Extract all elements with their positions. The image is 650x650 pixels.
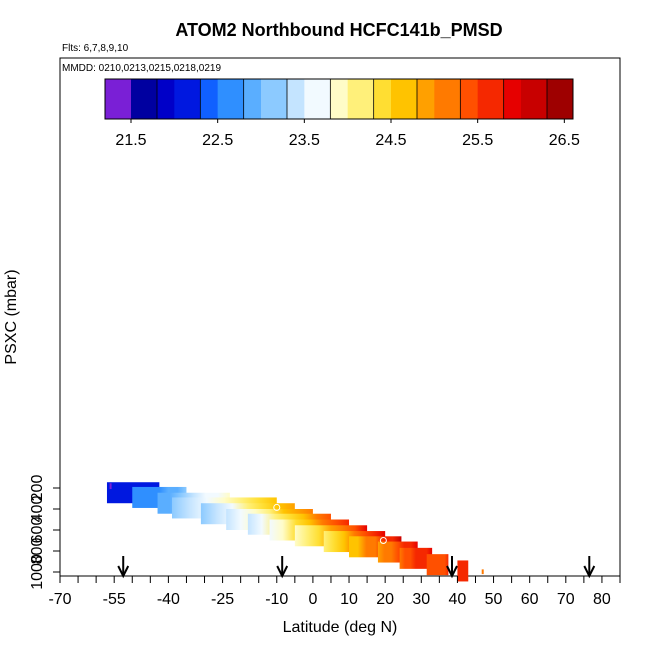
colorbar-swatch (105, 79, 132, 119)
y-tick-label: 400 (29, 496, 46, 523)
arrow-head (117, 565, 130, 579)
colorbar-swatch (243, 79, 262, 119)
data-circle-marker (94, 486, 102, 494)
colorbar-swatch (347, 79, 375, 119)
colorbar-swatch (521, 79, 548, 119)
colorbar-swatch (434, 79, 461, 119)
data-strip (457, 560, 469, 582)
colorbar-swatch (131, 79, 158, 119)
colorbar-border (104, 78, 574, 120)
x-tick-label: -10 (265, 591, 288, 608)
y-axis-label: PSXC (mbar) (3, 269, 20, 364)
x-tick-label: 50 (485, 591, 503, 608)
y-tick-label: 1000 (29, 554, 46, 590)
data-circle-marker (379, 537, 387, 544)
colorbar-swatch (330, 79, 349, 119)
x-tick-label: 20 (376, 591, 394, 608)
colorbar-swatch (200, 79, 219, 119)
colorbar-tick-label: 24.5 (375, 132, 406, 149)
x-tick-label: 0 (308, 591, 317, 608)
y-tick-label: 600 (29, 517, 46, 544)
data-circle-marker (273, 503, 281, 511)
x-tick-label: -40 (157, 591, 180, 608)
x-tick-label: -25 (211, 591, 234, 608)
x-axis-label: Latitude (deg N) (283, 619, 398, 636)
axes: -70 -55 -40 -25 -10 0 10 20 30 40 50 60 70 80 20040060… (29, 475, 621, 608)
data-strip (399, 547, 433, 569)
colorbar-swatch (547, 79, 574, 119)
colorbar-tick-label: 26.5 (549, 132, 580, 149)
x-tick-label: -70 (48, 591, 71, 608)
colorbar-swatch (503, 79, 522, 119)
colorbar-swatch (477, 79, 505, 119)
colorbar-swatch (417, 79, 435, 119)
colorbar-swatch (460, 79, 479, 119)
data-marks (94, 483, 596, 579)
arrow-head (276, 565, 289, 579)
x-tick-label: 60 (521, 591, 539, 608)
data-strip (426, 554, 449, 576)
plot-frame (59, 57, 621, 577)
x-tick-label: 80 (593, 591, 611, 608)
dates-label: MMDD: 0210,0213,0215,0218,0219 (62, 63, 221, 74)
colorbar: 21.5 22.5 23.5 24.5 25.5 26.5 (104, 78, 580, 149)
chart-title: ATOM2 Northbound HCFC141b_PMSD (175, 20, 502, 40)
colorbar-tick-label: 22.5 (202, 132, 233, 149)
y-tick-label: 200 (29, 475, 46, 502)
colorbar-tick-label: 21.5 (115, 132, 146, 149)
colorbar-swatch (287, 79, 305, 119)
colorbar-swatch (261, 79, 288, 119)
colorbar-swatch (174, 79, 201, 119)
flights-label: Flts: 6,7,8,9,10 (62, 43, 129, 54)
colorbar-swatch (217, 79, 245, 119)
x-tick-label: 40 (449, 591, 467, 608)
arrow-head (446, 565, 458, 579)
colorbar-tick-label: 23.5 (289, 132, 320, 149)
x-tick-label: 70 (557, 591, 575, 608)
colorbar-swatch (373, 79, 392, 119)
y-tick-label: 800 (29, 538, 46, 565)
colorbar-tick-label: 25.5 (462, 132, 493, 149)
x-tick-label: 30 (412, 591, 430, 608)
x-tick-label: -55 (103, 591, 126, 608)
data-strips (106, 482, 469, 582)
colorbar-swatch (391, 79, 418, 119)
colorbar-swatch (304, 79, 331, 119)
arrow-head (583, 565, 596, 579)
x-tick-label: 10 (340, 591, 358, 608)
colorbar-swatch (157, 79, 175, 119)
